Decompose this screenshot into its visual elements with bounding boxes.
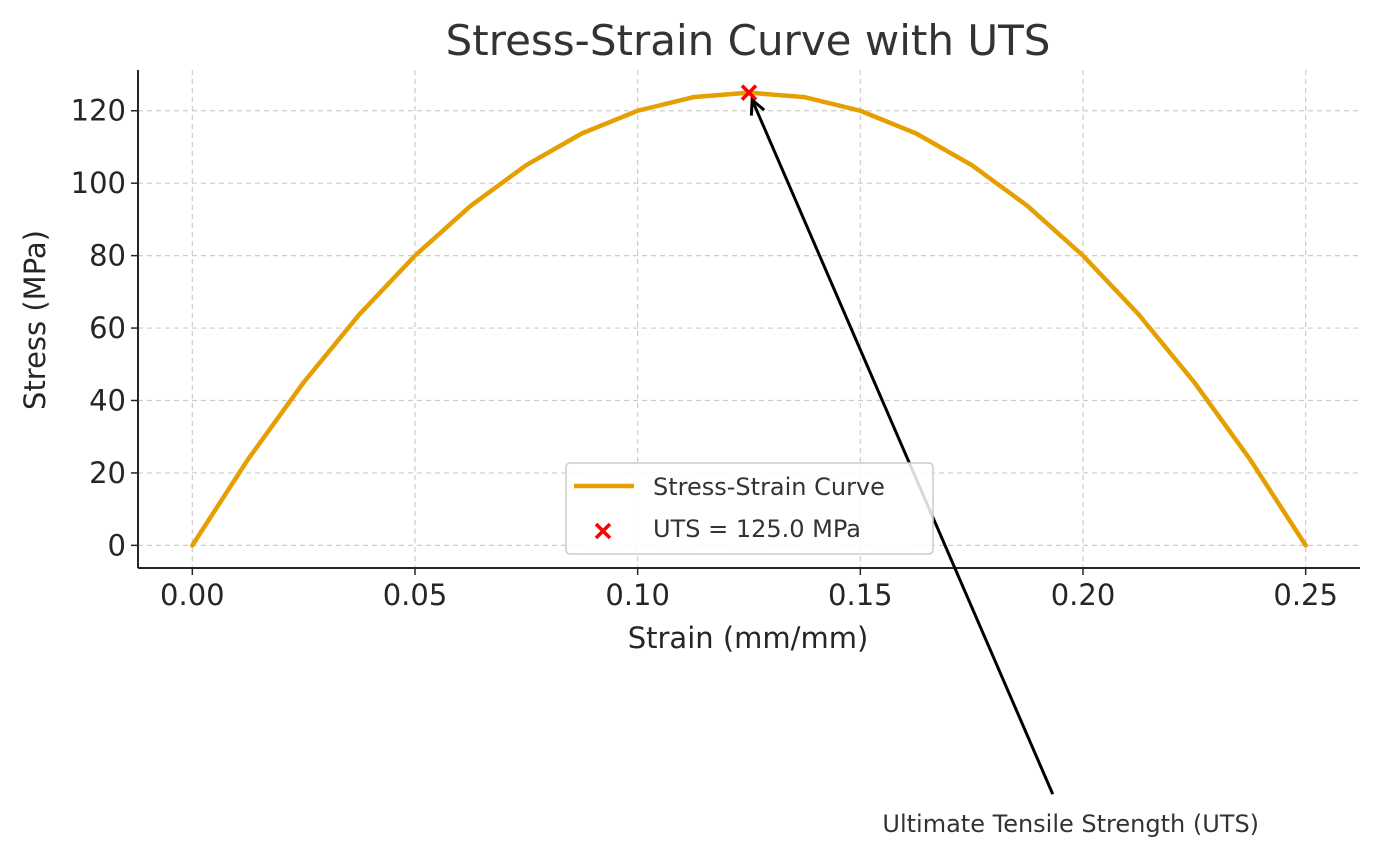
legend-swatch-marker — [594, 522, 612, 540]
x-axis-ticks: 0.00 0.05 0.10 0.15 0.20 0.25 — [160, 568, 1338, 612]
legend-label-curve: Stress-Strain Curve — [653, 473, 885, 501]
axes — [137, 70, 1360, 569]
annotation-arrow-shaft — [750, 99, 1055, 795]
y-tick-label: 0 — [108, 528, 126, 562]
y-axis-ticks: 0 20 40 60 80 100 120 — [71, 94, 138, 562]
y-tick-label: 80 — [89, 239, 126, 273]
legend: Stress-Strain Curve UTS = 125.0 MPa — [565, 462, 934, 555]
x-tick-label: 0.25 — [1273, 578, 1338, 612]
annotation-text: Ultimate Tensile Strength (UTS) — [882, 810, 1259, 838]
y-tick-label: 100 — [71, 166, 126, 200]
uts-marker-stroke — [740, 84, 758, 101]
legend-box — [565, 462, 934, 555]
y-tick-label: 40 — [89, 383, 126, 417]
y-axis-label: Stress (MPa) — [18, 230, 52, 410]
x-tick-label: 0.15 — [828, 578, 893, 612]
uts-marker — [740, 84, 758, 101]
legend-marker-stroke — [594, 522, 612, 540]
annotation-arrow-head — [749, 96, 766, 116]
y-tick-label: 20 — [89, 456, 126, 490]
x-tick-label: 0.05 — [383, 578, 448, 612]
y-tick-label: 60 — [89, 311, 126, 345]
uts-annotation: Ultimate Tensile Strength (UTS) — [749, 96, 1259, 838]
x-tick-label: 0.20 — [1051, 578, 1116, 612]
grid-lines — [138, 70, 1360, 568]
legend-label-uts: UTS = 125.0 MPa — [653, 515, 861, 543]
x-axis-label: Strain (mm/mm) — [628, 621, 869, 655]
plot-area — [190, 84, 1308, 548]
y-tick-label: 120 — [71, 94, 126, 128]
chart-title: Stress-Strain Curve with UTS — [446, 16, 1051, 65]
x-tick-label: 0.00 — [160, 578, 225, 612]
x-tick-label: 0.10 — [605, 578, 670, 612]
